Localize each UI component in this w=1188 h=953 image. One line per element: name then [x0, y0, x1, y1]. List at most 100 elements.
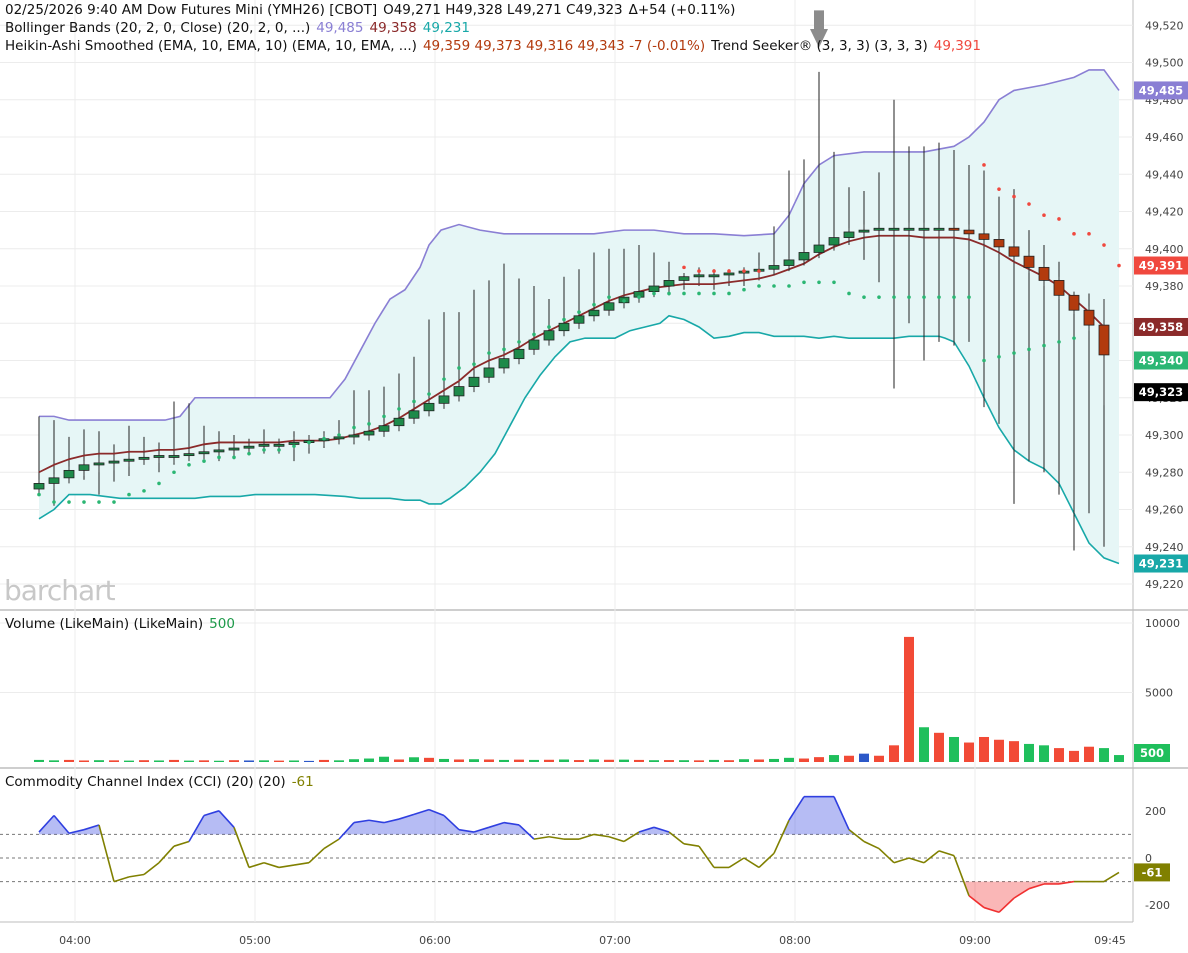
ha-candle-body	[453, 386, 465, 397]
volume-bar	[274, 760, 284, 762]
cci-line-segment	[1028, 883, 1045, 890]
trend-seeker-dot-up	[1027, 347, 1031, 352]
volume-bar	[169, 759, 179, 762]
cci-line-segment	[488, 821, 505, 829]
cci-line-segment	[728, 857, 745, 869]
cci-line-segment	[383, 818, 400, 824]
cci-line-segment	[773, 819, 790, 854]
volume-bar	[679, 760, 689, 762]
cci-line-segment	[878, 847, 895, 864]
volume-label: Volume (LikeMain) (LikeMain)	[5, 616, 204, 632]
trend-seeker-dot-up	[967, 295, 971, 299]
volume-bar	[439, 758, 449, 762]
trend-seeker-dot-up	[727, 291, 731, 296]
bollinger-header[interactable]: Bollinger Bands (20, 2, 0, Close) (20, 2…	[5, 20, 476, 36]
cci-line-segment	[473, 826, 490, 833]
volume-bar	[79, 760, 89, 762]
trend-seeker-dot-up	[622, 299, 626, 303]
trend-seeker-dot-up	[847, 291, 851, 296]
cci-axis-badge-label: -61	[1142, 865, 1163, 879]
trend-seeker-dot-up	[817, 280, 821, 285]
cci-line-segment	[848, 829, 865, 843]
ha-candle-body	[1083, 309, 1095, 326]
ohlc-values: O49,271 H49,328 L49,271 C49,323	[383, 2, 623, 18]
trend-seeker-dot-down	[727, 269, 731, 273]
bollinger-upper-value: 49,485	[316, 20, 364, 36]
trend-seeker-dot-up	[367, 422, 371, 426]
cci-line-segment	[458, 828, 475, 833]
trend-seeker-dot-down	[982, 163, 986, 167]
cci-line-segment	[698, 845, 715, 868]
trend-seeker-dot-down	[682, 265, 686, 270]
cci-line-segment	[443, 814, 460, 831]
cci-header[interactable]: Commodity Channel Index (CCI) (20) (20) -…	[5, 774, 320, 790]
volume-bar	[994, 739, 1004, 762]
trend-seeker-dot-up	[1042, 343, 1046, 348]
volume-bar	[919, 727, 929, 762]
volume-bar	[964, 742, 974, 762]
ha-candle-body	[228, 447, 240, 451]
ha-candle-body	[1038, 266, 1050, 281]
trend-seeker-dot-up	[1012, 351, 1016, 355]
ha-candle-body	[708, 274, 720, 278]
ha-candle-body	[663, 280, 675, 287]
trend-seeker-dot-down	[1102, 243, 1106, 247]
cci-line-segment	[1058, 880, 1075, 885]
volume-bar	[1069, 750, 1079, 762]
volume-bar	[664, 760, 674, 762]
volume-bar	[499, 759, 509, 762]
trend-seeker-dot-down	[697, 269, 701, 273]
volume-bar	[844, 755, 854, 762]
ha-candle-body	[1053, 280, 1065, 296]
trend-seeker-dot-up	[697, 291, 701, 296]
trend-seeker-dot-up	[712, 291, 716, 296]
cci-line-segment	[908, 857, 925, 864]
trend-seeker-dot-up	[217, 455, 221, 460]
ha-candle-body	[108, 460, 120, 464]
bollinger-mid-value: 49,358	[369, 20, 417, 36]
cci-line-segment	[128, 873, 145, 878]
heikin-ashi-label: Heikin-Ashi Smoothed (EMA, 10, EMA, 10) …	[5, 38, 417, 54]
volume-bar	[94, 760, 104, 762]
volume-bar	[1084, 746, 1094, 762]
price-axis-badge	[1134, 383, 1188, 402]
cci-line-segment	[833, 796, 850, 831]
trend-seeker-dot-up	[187, 463, 191, 467]
trend-seeker-dot-down	[742, 269, 746, 273]
volume-bar	[709, 759, 719, 762]
price-axis-badge	[1134, 554, 1188, 573]
volume-bar	[724, 760, 734, 762]
volume-bar	[199, 760, 209, 762]
trend-seeker-dot-down	[757, 269, 761, 273]
ha-candle-body	[408, 410, 420, 419]
cci-line-segment	[968, 895, 985, 909]
time-tick-label: 09:00	[959, 934, 991, 947]
price-tick-label: 49,240	[1145, 541, 1184, 554]
volume-header[interactable]: Volume (LikeMain) (LikeMain) 500	[5, 616, 241, 632]
trend-seeker-dot-down	[712, 269, 716, 273]
trend-seeker-dot-up	[802, 280, 806, 285]
price-axis-badge-label: 49,323	[1139, 385, 1183, 399]
heikin-ashi-header[interactable]: Heikin-Ashi Smoothed (EMA, 10, EMA, 10) …	[5, 38, 987, 54]
volume-bar	[1009, 741, 1019, 762]
cci-line-segment	[248, 861, 265, 869]
trend-seeker-dot-up	[322, 436, 326, 441]
volume-bar	[904, 636, 914, 762]
ha-candle-body	[243, 445, 255, 449]
volume-bar	[1114, 755, 1124, 762]
cci-line-segment	[938, 850, 955, 857]
cci-line-segment	[38, 814, 55, 833]
ha-candle-body	[63, 469, 75, 479]
price-axis-badge-label: 49,485	[1139, 83, 1183, 97]
volume-bar	[289, 760, 299, 762]
trend-seeker-dot-up	[772, 284, 776, 288]
ha-candle-body	[198, 451, 210, 455]
ha-candle-body	[33, 483, 45, 490]
cci-tick-label: -200	[1145, 899, 1170, 912]
ha-candle-body	[153, 455, 165, 458]
ha-candle-body	[423, 402, 435, 412]
trend-seeker-dot-up	[607, 295, 611, 299]
ha-candle-body	[183, 453, 195, 457]
ha-candle-body	[543, 330, 555, 341]
trend-seeker-dot-up	[832, 280, 836, 285]
